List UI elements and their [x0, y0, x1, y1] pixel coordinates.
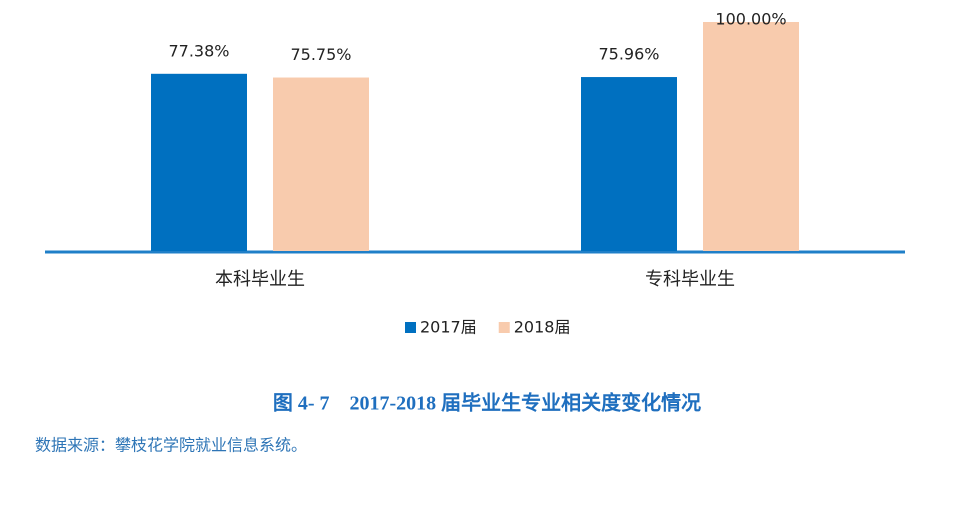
source-note: 数据来源：攀枝花学院就业信息系统。 [35, 436, 307, 455]
legend-swatch [405, 322, 416, 333]
value-label: 100.00% [715, 10, 786, 29]
bar [581, 77, 677, 251]
legend-swatch [498, 322, 510, 333]
value-label: 75.75% [290, 45, 351, 64]
legend-label: 2018届 [514, 318, 571, 337]
bar [151, 73, 247, 251]
legend-label: 2017届 [420, 318, 477, 337]
x-tick-label: 专科毕业生 [645, 269, 735, 290]
bar [703, 22, 799, 251]
value-label: 77.38% [168, 41, 229, 60]
bar [273, 77, 369, 251]
chart-title: 图 4- 7 2017-2018 届毕业生专业相关度变化情况 [273, 391, 701, 415]
x-tick-label: 本科毕业生 [215, 269, 305, 290]
value-label: 75.96% [598, 45, 659, 64]
